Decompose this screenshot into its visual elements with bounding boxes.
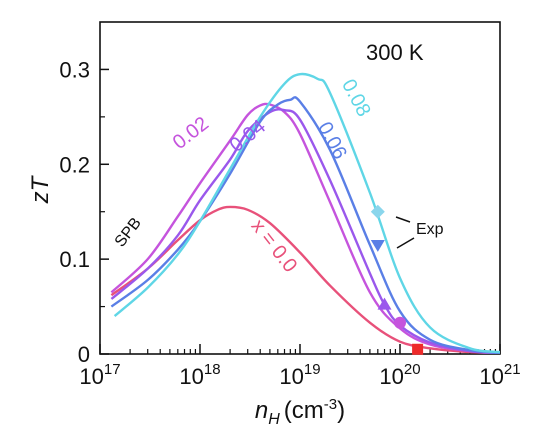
y-axis-label: zT xyxy=(27,174,54,204)
x-tick-exponent: 20 xyxy=(404,361,421,378)
plot-frame xyxy=(99,21,501,355)
series-label-4: 0.08 xyxy=(337,76,375,121)
x-tick-exponent: 17 xyxy=(104,361,121,378)
series-line-2 xyxy=(110,108,500,354)
x-axis-label-sub: H xyxy=(268,411,280,428)
model-annotation: SPB xyxy=(112,215,145,251)
y-tick-label: 0.1 xyxy=(59,247,90,272)
exp-point-triangle-down xyxy=(370,240,385,252)
series-curves xyxy=(110,72,500,354)
exp-point-triangle-up xyxy=(377,297,392,310)
x-tick-label: 1021 xyxy=(479,361,520,389)
y-tick-label: 0 xyxy=(78,342,90,367)
x-tick-exponent: 21 xyxy=(504,361,521,378)
x-tick-exponent: 18 xyxy=(204,361,221,378)
x-axis-ticks: 1017 1018 1019 1020 1021 xyxy=(79,344,521,389)
x-tick-base: 10 xyxy=(179,364,203,389)
series-line-4 xyxy=(113,72,500,354)
series-line-3 xyxy=(110,96,500,354)
exp-point-square xyxy=(412,343,424,355)
x-tick-exponent: 19 xyxy=(304,361,321,378)
x-tick-base: 10 xyxy=(479,364,503,389)
x-tick-base: 10 xyxy=(379,364,403,389)
exp-point-circle xyxy=(394,316,406,329)
x-tick-base: 10 xyxy=(279,364,303,389)
x-axis-label: nH (cm-3) xyxy=(255,396,345,428)
x-tick-base: 10 xyxy=(79,364,103,389)
y-tick-label: 0.2 xyxy=(59,152,90,177)
x-axis-label-unit-close: ) xyxy=(337,397,345,424)
experimental-points xyxy=(370,204,424,355)
x-axis-label-unit: (cm xyxy=(284,397,324,424)
x-tick-label: 1017 xyxy=(79,361,120,389)
exp-pointer-lower xyxy=(396,237,415,249)
y-tick-label: 0.3 xyxy=(59,57,90,82)
series-label-1: 0.02 xyxy=(169,113,213,154)
x-axis-label-main: n xyxy=(255,397,268,424)
x-tick-label: 1020 xyxy=(379,361,420,389)
x-tick-label: 1018 xyxy=(179,361,220,389)
series-label-2: 0.04 xyxy=(226,116,270,157)
x-tick-label: 1019 xyxy=(279,361,320,389)
exp-point-diamond xyxy=(370,204,385,219)
y-axis-ticks: 0 0.1 0.2 0.3 xyxy=(59,57,109,367)
exp-annotation: Exp xyxy=(416,221,444,238)
exp-pointer-upper xyxy=(395,216,411,223)
temperature-annotation: 300 K xyxy=(366,40,424,65)
x-axis-label-unit-exp: -3 xyxy=(324,396,337,413)
